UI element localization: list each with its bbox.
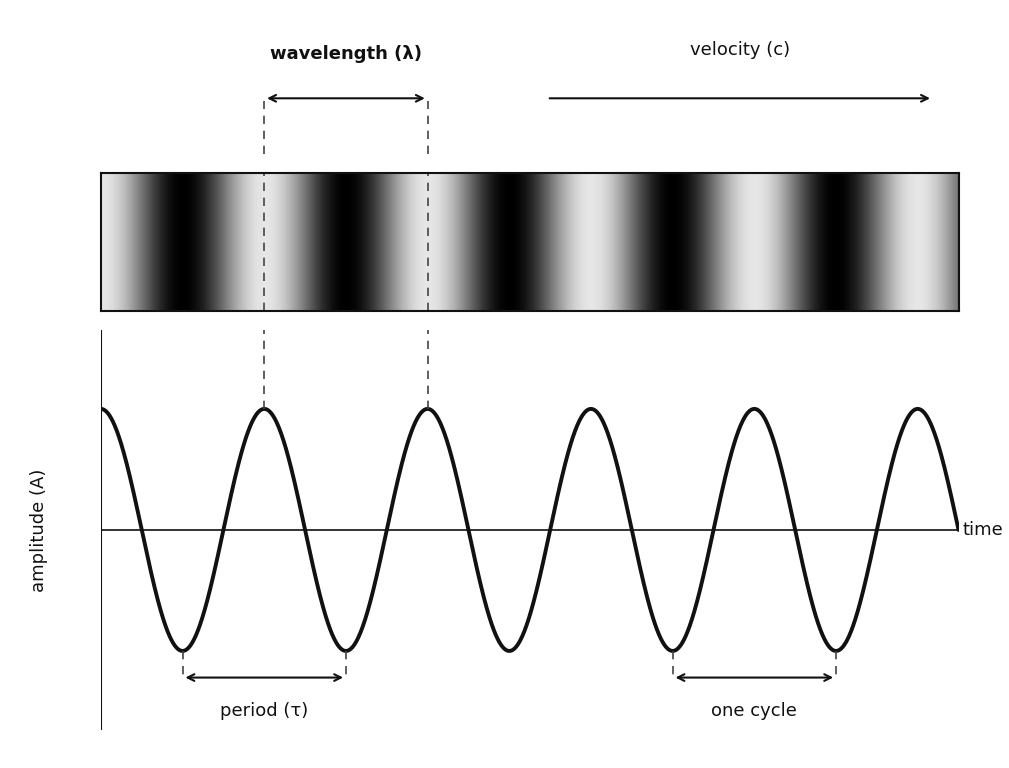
Text: period (τ): period (τ)	[220, 702, 309, 720]
Text: one cycle: one cycle	[711, 702, 797, 720]
Text: wavelength (λ): wavelength (λ)	[270, 45, 422, 63]
Text: amplitude (A): amplitude (A)	[30, 468, 47, 591]
Text: time: time	[963, 521, 1004, 539]
Text: velocity (c): velocity (c)	[690, 41, 790, 59]
